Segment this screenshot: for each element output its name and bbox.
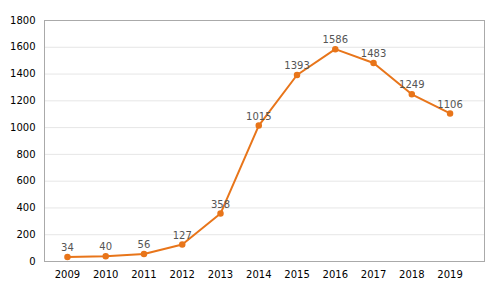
svg-text:400: 400	[16, 202, 35, 213]
svg-text:2011: 2011	[131, 269, 156, 280]
svg-text:56: 56	[138, 239, 151, 250]
svg-text:358: 358	[211, 199, 230, 210]
svg-text:2013: 2013	[208, 269, 233, 280]
svg-text:2012: 2012	[170, 269, 195, 280]
svg-text:1600: 1600	[10, 41, 35, 52]
svg-text:2014: 2014	[246, 269, 271, 280]
svg-text:2016: 2016	[323, 269, 348, 280]
svg-text:2015: 2015	[284, 269, 309, 280]
svg-text:600: 600	[16, 175, 35, 186]
svg-text:1483: 1483	[361, 48, 386, 59]
svg-text:1800: 1800	[10, 15, 35, 26]
svg-text:800: 800	[16, 149, 35, 160]
svg-text:127: 127	[173, 230, 192, 241]
svg-text:40: 40	[99, 241, 112, 252]
svg-text:1015: 1015	[246, 111, 271, 122]
svg-text:1000: 1000	[10, 122, 35, 133]
svg-text:1200: 1200	[10, 95, 35, 106]
svg-text:2017: 2017	[361, 269, 386, 280]
svg-text:1400: 1400	[10, 68, 35, 79]
svg-text:1106: 1106	[437, 99, 462, 110]
svg-text:2009: 2009	[55, 269, 80, 280]
svg-text:2019: 2019	[437, 269, 462, 280]
svg-text:0: 0	[29, 256, 35, 267]
svg-text:34: 34	[61, 242, 74, 253]
svg-text:1249: 1249	[399, 79, 424, 90]
svg-text:2018: 2018	[399, 269, 424, 280]
svg-text:2010: 2010	[93, 269, 118, 280]
svg-text:1586: 1586	[323, 34, 348, 45]
svg-text:200: 200	[16, 229, 35, 240]
svg-text:1393: 1393	[284, 60, 309, 71]
